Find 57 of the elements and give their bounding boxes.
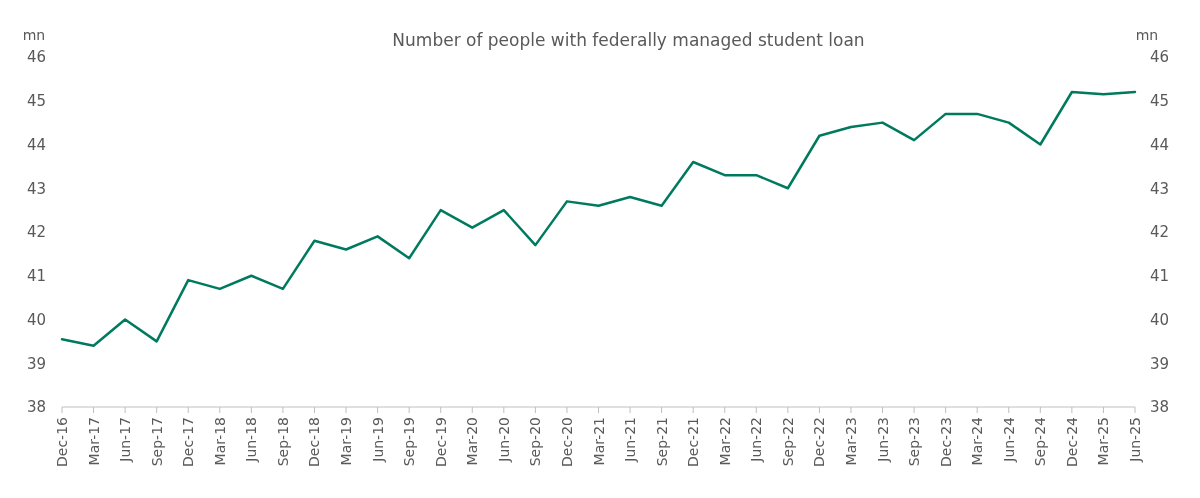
x-tick-label: Dec-18 <box>306 417 323 467</box>
x-tick-label: Dec-22 <box>811 417 828 467</box>
y2-tick-label: 42 <box>1150 223 1170 242</box>
y2-axis-title: mn <box>1135 27 1159 43</box>
y-tick-label: 46 <box>26 48 46 67</box>
x-tick-label: Mar-19 <box>338 417 355 466</box>
x-tick-label: Dec-21 <box>685 417 702 467</box>
line-series <box>60 90 1137 347</box>
y-tick-label: 44 <box>26 135 46 154</box>
y-tick-label: 45 <box>26 92 46 110</box>
x-tick-label: Jun-22 <box>748 417 765 463</box>
y-tick-label: 39 <box>26 354 46 373</box>
y2-tick-label: 44 <box>1150 135 1170 154</box>
x-tick-label: Sep-20 <box>527 417 544 467</box>
x-tick-label: Jun-20 <box>495 417 512 463</box>
x-tick-label: Jun-24 <box>1000 416 1017 463</box>
x-tick-label: Mar-20 <box>464 417 481 466</box>
x-tick-label: Dec-19 <box>432 417 449 467</box>
x-tick-label: Jun-21 <box>622 417 639 463</box>
chart-title: Number of people with federally managed student loan <box>392 30 865 50</box>
x-tick-label: Sep-18 <box>274 417 291 467</box>
y2-tick-label: 46 <box>1150 48 1170 67</box>
x-tick-label: Sep-24 <box>1032 416 1049 467</box>
y2-tick-label: 41 <box>1150 267 1170 285</box>
x-tick-label: Sep-22 <box>779 417 796 467</box>
x-tick-label: Sep-23 <box>906 417 923 467</box>
x-tick-label: Mar-25 <box>1095 417 1112 466</box>
x-tick-label: Dec-16 <box>54 416 70 467</box>
y2-tick-label: 43 <box>1150 179 1170 198</box>
y-tick-label: 38 <box>26 398 46 417</box>
x-tick-label: Mar-22 <box>716 417 733 466</box>
y2-tick-label: 39 <box>1150 354 1170 373</box>
y-tick-label: 43 <box>26 179 46 198</box>
y-tick-label: 41 <box>26 267 46 285</box>
y2-tick-label: 40 <box>1150 310 1170 329</box>
x-tick-label: Jun-19 <box>369 417 386 463</box>
y2-tick-label: 45 <box>1150 92 1170 110</box>
y2-tick-label: 38 <box>1150 398 1170 417</box>
x-tick-label: Dec-17 <box>180 417 197 467</box>
x-tick-label: Mar-23 <box>842 417 859 466</box>
y-tick-label: 42 <box>26 223 46 242</box>
x-tick-label: Mar-17 <box>85 417 102 466</box>
y-axis-title: mn <box>22 27 46 43</box>
x-tick-label: Mar-18 <box>211 417 228 466</box>
x-tick-label: Dec-23 <box>937 417 954 467</box>
x-tick-label: Jun-25 <box>1127 417 1143 463</box>
x-tick-label: Mar-21 <box>590 417 607 466</box>
x-tick-label: Jun-23 <box>874 417 891 463</box>
x-tick-label: Dec-20 <box>558 417 575 467</box>
x-tick-label: Jun-18 <box>243 417 260 463</box>
x-tick-label: Mar-24 <box>969 416 986 466</box>
y-tick-label: 40 <box>26 310 46 329</box>
x-tick-label: Dec-24 <box>1063 416 1080 467</box>
x-tick-label: Jun-17 <box>117 417 134 463</box>
x-tick-label: Sep-21 <box>653 417 670 467</box>
x-tick-label: Sep-17 <box>148 417 165 467</box>
x-tick-label: Sep-19 <box>401 417 418 467</box>
